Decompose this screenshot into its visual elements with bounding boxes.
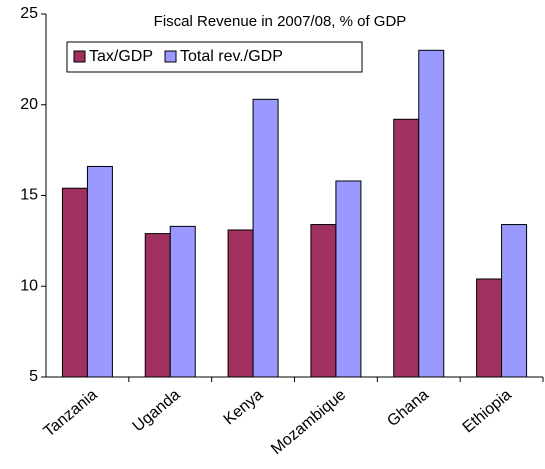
- x-tick-label: Uganda: [130, 386, 184, 435]
- chart-title: Fiscal Revenue in 2007/08, % of GDP: [154, 13, 407, 30]
- bar: [501, 224, 528, 378]
- y-tick-label: 25: [20, 5, 38, 22]
- legend-label: Tax/GDP: [89, 48, 153, 65]
- x-tick-label: Ghana: [384, 386, 432, 430]
- x-tick-label: Mozambique: [268, 386, 349, 458]
- y-tick-label: 20: [20, 96, 38, 113]
- x-tick-label: Ethiopia: [460, 386, 515, 436]
- bar: [310, 224, 337, 378]
- bar: [144, 233, 171, 378]
- bar: [227, 229, 254, 378]
- bar: [61, 187, 88, 378]
- y-tick-label: 10: [20, 277, 38, 294]
- bar: [169, 225, 196, 378]
- legend-label: Total rev./GDP: [180, 48, 283, 65]
- bar: [418, 49, 445, 378]
- bar: [393, 118, 420, 378]
- legend-swatch: [164, 50, 177, 63]
- legend-swatch: [73, 50, 86, 63]
- x-tick-label: Tanzania: [41, 386, 101, 440]
- x-tick-label: Kenya: [221, 386, 267, 428]
- y-tick-label: 15: [20, 187, 38, 204]
- bar: [86, 165, 113, 378]
- bar: [335, 180, 362, 378]
- bar: [476, 278, 503, 378]
- legend-box: [66, 41, 363, 73]
- y-tick-label: 5: [29, 368, 38, 385]
- bar: [252, 98, 279, 378]
